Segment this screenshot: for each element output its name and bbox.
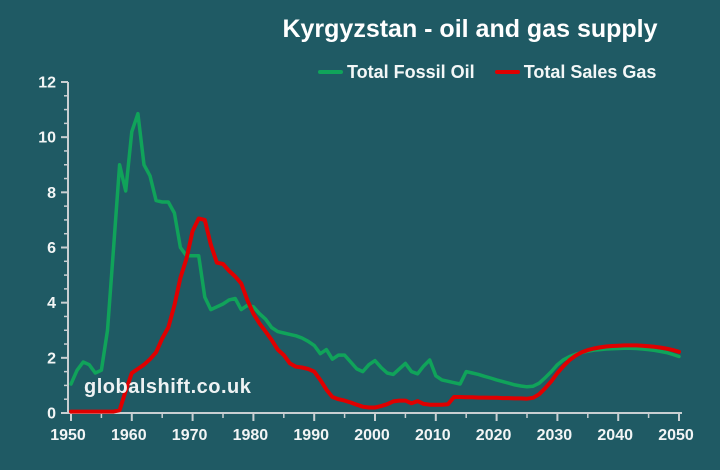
watermark: globalshift.co.uk	[84, 376, 252, 398]
gas-series-dash-icon	[494, 70, 520, 74]
series-line-gas	[69, 216, 681, 414]
x-tick-label: 1960	[111, 427, 147, 444]
y-tick-label: 4	[47, 295, 56, 312]
series-line-oil	[69, 111, 681, 389]
y-tick-label: 12	[38, 75, 56, 92]
x-tick-label: 1990	[293, 427, 329, 444]
y-tick-label: 10	[38, 130, 56, 147]
x-tick-label: 2010	[415, 427, 451, 444]
x-tick-label: 2030	[537, 427, 573, 444]
legend-label-oil: Total Fossil Oil	[347, 61, 475, 82]
x-tick-label: 1980	[233, 427, 269, 444]
legend: Total Fossil Oil Total Sales Gas	[318, 61, 656, 83]
x-tick-label: 2000	[354, 427, 390, 444]
oil-series-dash-icon	[318, 70, 343, 74]
y-tick-label: 6	[47, 240, 56, 257]
y-tick-label: 2	[47, 350, 56, 367]
legend-label-gas: Total Sales Gas	[523, 61, 657, 82]
chart-title: Kyrgyzstan - oil and gas supply	[282, 15, 658, 43]
legend-item-oil: Total Fossil Oil	[318, 62, 475, 83]
x-tick-label: 1970	[172, 427, 208, 444]
x-tick-label: 1950	[50, 427, 86, 444]
x-tick-label: 2050	[658, 427, 694, 444]
x-tick-label: 2020	[476, 427, 512, 444]
legend-item-gas: Total Sales Gas	[494, 61, 657, 83]
y-tick-label: 8	[47, 185, 56, 202]
x-tick-label: 2040	[597, 427, 633, 444]
y-tick-label: 0	[47, 406, 56, 423]
